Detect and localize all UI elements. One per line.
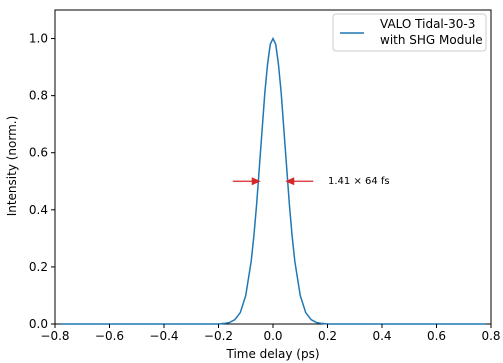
x-tick-label: −0.2 xyxy=(204,329,233,343)
fwhm-arrow-left-head xyxy=(251,177,261,186)
y-tick-label: 0.4 xyxy=(29,203,48,217)
y-tick-label: 1.0 xyxy=(29,32,48,46)
legend-entry-line1: VALO Tidal-30-3 xyxy=(380,17,475,31)
x-tick-label: 0.6 xyxy=(427,329,446,343)
x-tick-label: 0.8 xyxy=(481,329,500,343)
series-line xyxy=(60,36,486,325)
x-axis-label: Time delay (ps) xyxy=(225,347,319,361)
legend-entry-line2: with SHG Module xyxy=(380,33,483,47)
x-tick-label: 0.2 xyxy=(318,329,337,343)
legend: VALO Tidal-30-3 with SHG Module xyxy=(332,13,487,52)
fwhm-annotation-label: 1.41 × 64 fs xyxy=(328,176,390,187)
x-tick-label: 0.0 xyxy=(263,329,282,343)
x-tick-label: −0.4 xyxy=(149,329,178,343)
y-axis-ticks: 0.0 0.2 0.4 0.6 0.8 1.0 xyxy=(29,32,55,331)
y-tick-label: 0.2 xyxy=(29,260,48,274)
x-axis-ticks: −0.8 −0.6 −0.4 −0.2 0.0 0.2 0.4 0.6 0.8 xyxy=(40,324,501,343)
axes-frame xyxy=(54,9,492,325)
plot-area xyxy=(54,9,492,325)
x-tick-label: 0.4 xyxy=(372,329,391,343)
fwhm-arrow-right-head xyxy=(285,177,295,186)
fwhm-annotation: 1.41 × 64 fs xyxy=(232,176,390,187)
y-tick-label: 0.6 xyxy=(29,146,48,160)
y-tick-label: 0.0 xyxy=(29,317,48,331)
y-tick-label: 0.8 xyxy=(29,89,48,103)
legend-box xyxy=(332,13,487,52)
x-tick-label: −0.8 xyxy=(40,329,69,343)
y-axis-label: Intensity (norm.) xyxy=(5,116,19,217)
x-tick-label: −0.6 xyxy=(95,329,124,343)
